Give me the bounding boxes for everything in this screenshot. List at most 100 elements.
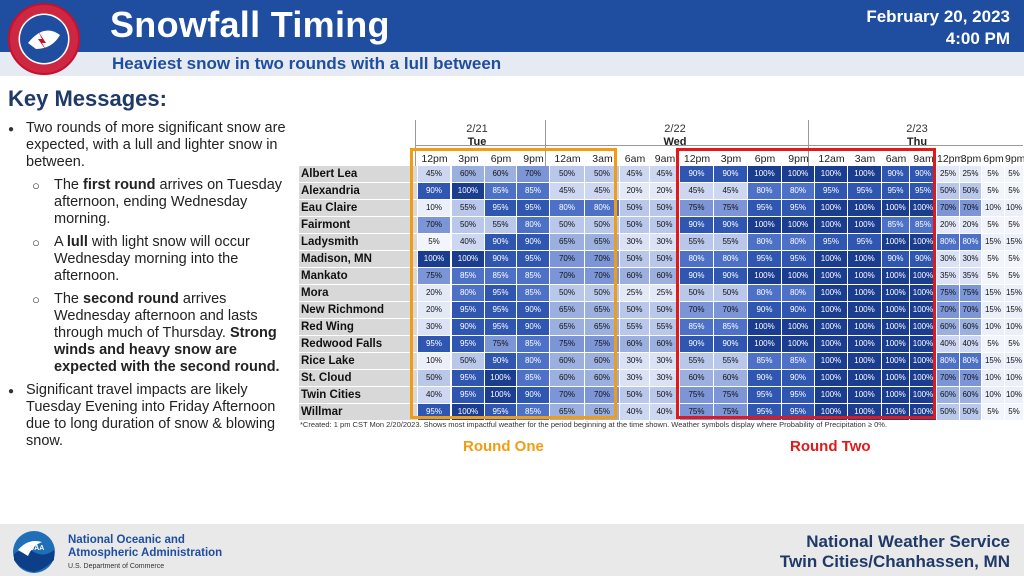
table-cell: 100% — [815, 200, 847, 216]
table-cell: 90% — [714, 217, 747, 233]
table-cell: 50% — [452, 353, 484, 369]
table-cell: 100% — [748, 268, 781, 284]
table-cell: 60% — [960, 319, 981, 335]
table-cell: 60% — [485, 166, 516, 182]
table-cell: 70% — [585, 387, 619, 403]
table-cell: 95% — [782, 387, 814, 403]
km-1c-pre: The — [54, 291, 84, 307]
table-cell: 30% — [650, 234, 679, 250]
table-cell: 65% — [550, 302, 584, 318]
table-cell: 85% — [714, 319, 747, 335]
table-cell: 80% — [782, 234, 814, 250]
table-cell: 100% — [882, 319, 909, 335]
table-cell: 100% — [848, 353, 881, 369]
nws-office-line1: National Weather Service — [806, 532, 1010, 551]
table-cell: 55% — [680, 234, 713, 250]
table-cell: 25% — [960, 166, 981, 182]
table-cell: 85% — [485, 183, 516, 199]
table-cell: 100% — [418, 251, 450, 267]
table-cell: 65% — [550, 234, 584, 250]
table-cell: 90% — [680, 336, 713, 352]
table-cell: 5% — [1005, 183, 1023, 199]
nws-office-line2: Twin Cities/Chanhassen, MN — [779, 552, 1010, 571]
table-cell: 100% — [848, 251, 881, 267]
table-cell: 85% — [680, 319, 713, 335]
table-cell: 80% — [960, 353, 981, 369]
table-cell: 50% — [620, 387, 649, 403]
table-cell: 60% — [550, 370, 584, 386]
table-cell: 40% — [452, 234, 484, 250]
table-cell: 75% — [680, 387, 713, 403]
table-cell: 80% — [680, 251, 713, 267]
table-cell: 50% — [620, 200, 649, 216]
table-cell: 5% — [982, 166, 1004, 182]
table-cell: 75% — [960, 285, 981, 301]
table-cell: 30% — [620, 370, 649, 386]
noaa-name-line2: Atmospheric Administration — [68, 547, 223, 559]
time-column-header: 12pm — [421, 153, 448, 165]
footer-bar — [0, 524, 1024, 576]
km-1a-post: arrives on Tuesday afternoon, ending Wed… — [54, 177, 283, 227]
time-column-header: 6pm — [490, 153, 512, 165]
table-cell: 45% — [585, 183, 619, 199]
table-row-city: Albert Lea — [299, 166, 417, 182]
table-cell: 50% — [620, 217, 649, 233]
table-cell: 5% — [1005, 166, 1023, 182]
table-cell: 100% — [815, 319, 847, 335]
table-cell: 80% — [550, 200, 584, 216]
table-cell: 80% — [517, 353, 549, 369]
table-row-city: Willmar — [299, 404, 417, 420]
noaa-name-line1: National Oceanic and — [68, 534, 185, 546]
table-cell: 15% — [982, 285, 1004, 301]
table-cell: 40% — [650, 404, 679, 420]
table-cell: 100% — [815, 217, 847, 233]
table-cell: 70% — [585, 268, 619, 284]
table-cell: 5% — [982, 217, 1004, 233]
table-cell: 75% — [714, 200, 747, 216]
table-cell: 90% — [418, 183, 450, 199]
round-one-box — [410, 148, 617, 419]
table-cell: 70% — [585, 251, 619, 267]
table-cell: 5% — [982, 336, 1004, 352]
table-cell: 60% — [680, 370, 713, 386]
table-cell: 100% — [910, 387, 936, 403]
key-message-1: Two rounds of more significant snow are … — [8, 120, 298, 171]
table-cell: 95% — [815, 183, 847, 199]
table-cell: 60% — [585, 353, 619, 369]
table-cell: 80% — [782, 285, 814, 301]
table-cell: 60% — [452, 166, 484, 182]
table-cell: 90% — [517, 319, 549, 335]
table-cell: 90% — [517, 387, 549, 403]
table-cell: 15% — [1005, 234, 1023, 250]
table-cell: 90% — [748, 370, 781, 386]
table-cell: 100% — [815, 302, 847, 318]
table-cell: 75% — [937, 285, 959, 301]
table-cell: 100% — [848, 166, 881, 182]
table-cell: 70% — [418, 217, 450, 233]
key-message-1-text: Two rounds of more significant snow are … — [26, 120, 286, 170]
table-cell: 75% — [714, 387, 747, 403]
table-cell: 50% — [585, 285, 619, 301]
table-cell: 50% — [418, 370, 450, 386]
table-cell: 50% — [960, 183, 981, 199]
time-column-header: 6am — [885, 153, 907, 165]
table-row-city: Red Wing — [299, 319, 417, 335]
table-cell: 55% — [620, 319, 649, 335]
table-cell: 50% — [620, 251, 649, 267]
table-cell: 80% — [748, 234, 781, 250]
table-cell: 90% — [882, 166, 909, 182]
noaa-logo-icon: NOAA — [13, 531, 55, 573]
table-cell: 100% — [815, 268, 847, 284]
time-column-header: 6pm — [754, 153, 776, 165]
table-cell: 45% — [680, 183, 713, 199]
table-cell: 55% — [650, 319, 679, 335]
table-cell: 30% — [418, 319, 450, 335]
table-cell: 20% — [650, 183, 679, 199]
table-cell: 100% — [910, 302, 936, 318]
table-cell: 100% — [782, 166, 814, 182]
table-cell: 15% — [982, 234, 1004, 250]
time-column-header: 3pm — [960, 153, 982, 165]
time-column-header: 3pm — [458, 153, 479, 165]
day-name: Thu — [906, 136, 928, 148]
table-cell: 60% — [937, 319, 959, 335]
